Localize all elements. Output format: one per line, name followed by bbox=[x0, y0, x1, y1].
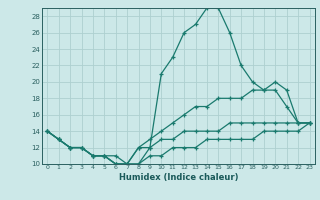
X-axis label: Humidex (Indice chaleur): Humidex (Indice chaleur) bbox=[119, 173, 238, 182]
